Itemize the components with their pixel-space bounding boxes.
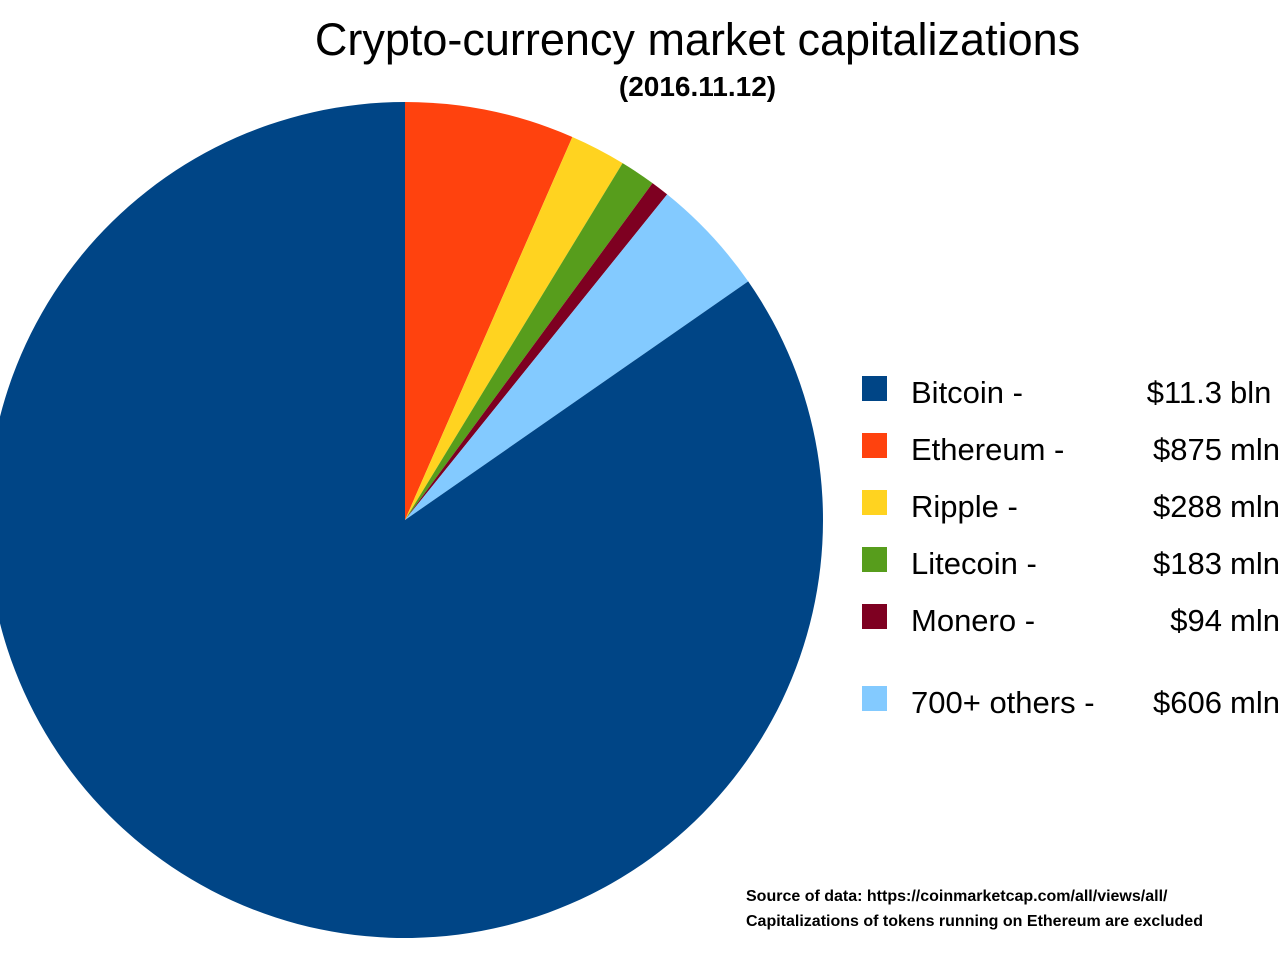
legend-value: $183 [1153, 546, 1222, 581]
legend-item-litecoin: $183 Litecoin - mln [862, 535, 1280, 592]
pie-slice-monero [405, 183, 668, 520]
legend-swatch-litecoin [862, 547, 887, 572]
legend-unit: mln [1230, 432, 1280, 467]
legend-label: Bitcoin - [911, 375, 1023, 410]
source-note: Source of data: https://coinmarketcap.co… [746, 884, 1203, 934]
pie-slice-bitcoin [0, 102, 824, 938]
legend-value: $606 [1153, 685, 1222, 720]
legend-value: $94 [1170, 603, 1222, 638]
legend-label: Monero - [911, 603, 1036, 638]
legend-label: Ripple - [911, 489, 1018, 524]
chart-header: Crypto-currency market capitalizations (… [140, 14, 1255, 103]
legend-item-ethereum: $875 Ethereum - mln [862, 421, 1280, 478]
legend-label: 700+ others - [911, 685, 1095, 720]
pie-slice-litecoin [405, 163, 653, 521]
legend: $11.3 Bitcoin - bln $875 Ethereum - mln … [862, 364, 1280, 731]
legend-swatch-monero [862, 604, 887, 629]
legend-unit: mln [1230, 489, 1280, 524]
pie-slice-700-others [405, 194, 749, 520]
chart-title: Crypto-currency market capitalizations [314, 14, 1081, 65]
legend-unit: mln [1230, 546, 1280, 581]
legend-unit: mln [1230, 685, 1280, 720]
source-line-2: Capitalizations of tokens running on Eth… [746, 913, 1203, 930]
legend-value: $875 [1153, 432, 1222, 467]
legend-swatch-others [862, 686, 887, 711]
legend-label: Litecoin - [911, 546, 1037, 581]
legend-label: Ethereum - [911, 432, 1065, 467]
legend-unit: mln [1230, 603, 1280, 638]
legend-item-monero: $94 Monero - mln [862, 592, 1280, 649]
chart-subtitle: (2016.11.12) [618, 70, 777, 102]
legend-swatch-bitcoin [862, 376, 887, 401]
legend-swatch-ripple [862, 490, 887, 515]
legend-value: $288 [1153, 489, 1222, 524]
pie-slice-ripple [405, 136, 623, 520]
legend-item-ripple: $288 Ripple - mln [862, 478, 1280, 535]
pie-slice-ethereum [405, 102, 573, 520]
legend-item-others: $606 700+ others - mln [862, 674, 1280, 731]
legend-item-bitcoin: $11.3 Bitcoin - bln [862, 364, 1280, 421]
legend-value: $11.3 [1146, 375, 1222, 410]
legend-unit: bln [1230, 375, 1272, 410]
legend-swatch-ethereum [862, 433, 887, 458]
source-line-1: Source of data: https://coinmarketcap.co… [746, 888, 1168, 905]
